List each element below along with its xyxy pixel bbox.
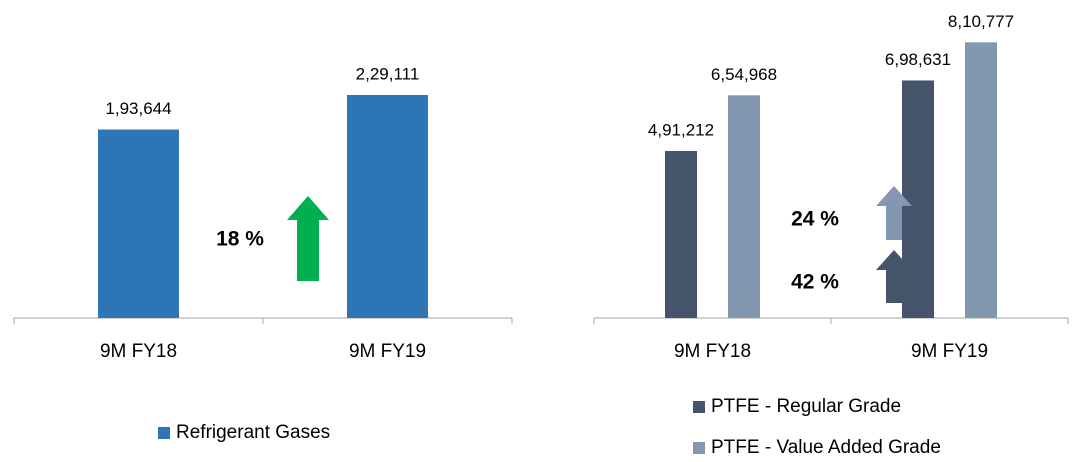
- bar: [347, 94, 428, 318]
- bar: [902, 80, 934, 319]
- arrow: [876, 186, 912, 240]
- legend-label: Refrigerant Gases: [176, 422, 330, 443]
- bar: [728, 95, 760, 318]
- bar: [665, 150, 697, 318]
- bar: [98, 129, 179, 318]
- arrow: [287, 196, 329, 281]
- arrow: [876, 250, 912, 303]
- value-label: 4,91,212: [648, 120, 714, 139]
- value-label: 1,93,644: [105, 99, 171, 118]
- annotation: 24 %: [791, 208, 839, 231]
- annotation: 42 %: [791, 271, 839, 294]
- x-tick-label: 9M FY19: [911, 341, 988, 362]
- bar: [965, 42, 997, 319]
- value-label: 2,29,111: [356, 64, 420, 83]
- legend-label: PTFE - Value Added Grade: [711, 437, 941, 458]
- x-tick-label: 9M FY19: [349, 341, 426, 362]
- legend-swatch: [693, 442, 705, 454]
- value-label: 8,10,777: [948, 12, 1014, 31]
- value-label: 6,54,968: [711, 65, 777, 84]
- legend-label: PTFE - Regular Grade: [711, 396, 901, 417]
- value-label: 6,98,631: [885, 50, 951, 69]
- annotation: 18 %: [216, 228, 264, 251]
- x-tick-label: 9M FY18: [100, 341, 177, 362]
- legend-swatch: [693, 401, 705, 413]
- legend-swatch: [158, 427, 170, 439]
- x-tick-label: 9M FY18: [674, 341, 751, 362]
